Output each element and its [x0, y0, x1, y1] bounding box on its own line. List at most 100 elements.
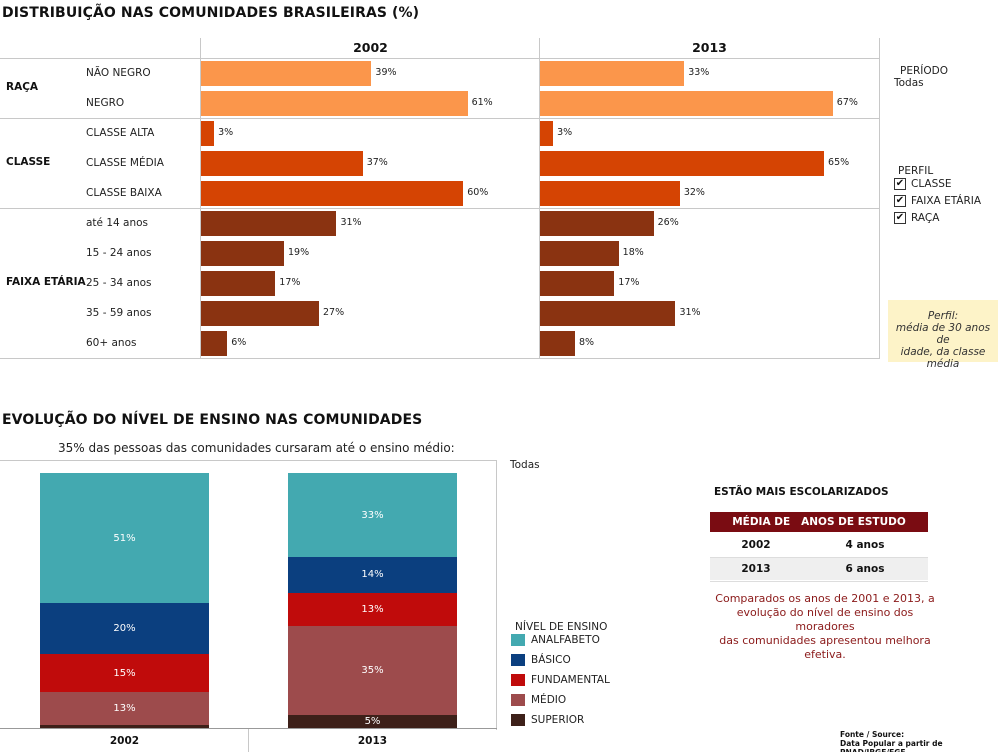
legend-item[interactable]: BÁSICO — [511, 654, 571, 666]
bar-value-label-2013: 32% — [683, 187, 705, 198]
segment-label: 33% — [361, 509, 384, 521]
grid-line — [200, 38, 201, 358]
bar-value-label-2013: 3% — [557, 127, 573, 138]
stack-segment[interactable]: 13% — [288, 592, 457, 626]
bar-2002[interactable] — [201, 211, 337, 236]
bar-2013[interactable] — [540, 301, 676, 326]
stack-segment[interactable]: 35% — [288, 626, 457, 716]
row-label: CLASSE ALTA — [86, 127, 155, 139]
bar-value-label-2002: 17% — [279, 277, 301, 288]
schooling-table-header: MÉDIA DE ANOS DE ESTUDO — [710, 512, 928, 532]
bar-2002[interactable] — [201, 181, 464, 206]
stack-segment[interactable]: 5% — [288, 715, 457, 728]
bar-2002[interactable] — [201, 241, 285, 266]
schooling-comment-line: efetiva. — [804, 648, 846, 661]
profile-note-line: idade, da classe — [900, 346, 986, 358]
chart-frame — [0, 460, 497, 461]
stack-segment[interactable] — [40, 725, 209, 728]
profile-checkbox-row[interactable]: ✔ FAIXA ETÁRIA — [894, 195, 981, 207]
period-filter-value[interactable]: Todas — [894, 77, 924, 89]
segment-label: 51% — [113, 532, 136, 544]
schooling-value: 6 anos — [845, 563, 885, 575]
legend-swatch — [511, 714, 525, 726]
legend-label: FUNDAMENTAL — [531, 674, 610, 686]
stack-segment[interactable]: 51% — [40, 473, 209, 604]
row-label: NEGRO — [86, 97, 125, 109]
education-filter-value[interactable]: Todas — [510, 459, 540, 471]
legend-item[interactable]: MÉDIO — [511, 694, 566, 706]
bar-value-label-2013: 33% — [688, 67, 710, 78]
bar-2013[interactable] — [540, 151, 825, 176]
profile-note: Perfil: média de 30 anos de idade, da cl… — [888, 300, 998, 370]
checkbox-label: CLASSE — [911, 178, 952, 190]
bar-value-label-2013: 17% — [618, 277, 640, 288]
schooling-year: 2002 — [741, 539, 771, 551]
grid-line — [879, 38, 880, 358]
bar-2002[interactable] — [201, 271, 276, 296]
period-filter-title: PERÍODO — [900, 65, 948, 77]
profile-checkbox-row[interactable]: ✔ CLASSE — [894, 178, 952, 190]
legend-swatch — [511, 674, 525, 686]
legend-swatch — [511, 694, 525, 706]
legend-item[interactable]: ANALFABETO — [511, 634, 600, 646]
schooling-row-divider — [710, 581, 928, 582]
legend-label: MÉDIO — [531, 694, 567, 706]
chart-frame — [248, 728, 249, 752]
bar-value-label-2013: 31% — [679, 307, 701, 318]
bar-value-label-2013: 8% — [578, 337, 595, 348]
row-label: 25 - 34 anos — [86, 277, 152, 289]
education-title: EVOLUÇÃO DO NÍVEL DE ENSINO NAS COMUNIDA… — [2, 412, 423, 428]
segment-label: 5% — [364, 716, 381, 728]
schooling-comment-line: moradores — [795, 620, 855, 633]
bar-2002[interactable] — [201, 91, 468, 116]
profile-checkbox-row[interactable]: ✔ RAÇA — [894, 212, 939, 224]
legend-label: BÁSICO — [531, 654, 571, 666]
schooling-comment-line: evolução do nível de ensino dos — [736, 606, 914, 619]
bar-2013[interactable] — [540, 331, 575, 356]
source-line: Fonte / Source: — [840, 730, 905, 739]
distribution-table: 2002 2013 RAÇA NÃO NEGRO 39% 33% NEGRO 61% 67% CL… — [0, 0, 1008, 370]
grid-line — [0, 58, 880, 59]
stack-segment[interactable]: 14% — [288, 557, 457, 593]
checkbox[interactable]: ✔ — [894, 195, 906, 207]
column-header-2002: 2002 — [353, 40, 388, 55]
bar-2013[interactable] — [540, 241, 619, 266]
row-label: 15 - 24 anos — [86, 247, 152, 259]
legend-item[interactable]: FUNDAMENTAL — [511, 674, 610, 686]
row-label: até 14 anos — [86, 217, 149, 229]
source-note: Fonte / Source: Data Popular a partir de… — [840, 730, 1008, 752]
bar-value-label-2013: 18% — [622, 247, 644, 258]
bar-2002[interactable] — [201, 121, 215, 146]
bar-2013[interactable] — [540, 91, 833, 116]
segment-label: 15% — [113, 667, 136, 679]
stack-segment[interactable]: 33% — [288, 473, 457, 558]
legend-item[interactable]: SUPERIOR — [511, 714, 584, 726]
distribution-title: DISTRIBUIÇÃO NAS COMUNIDADES BRASILEIRAS… — [2, 5, 420, 21]
bar-2002[interactable] — [201, 151, 363, 176]
schooling-comment-line: das comunidades apresentou melhora — [719, 634, 931, 647]
bar-value-label-2002: 27% — [322, 307, 345, 318]
segment-label: 13% — [113, 703, 136, 715]
bar-2002[interactable] — [201, 301, 319, 326]
schooling-row-divider — [710, 557, 928, 558]
bar-2013[interactable] — [540, 271, 615, 296]
stack-segment[interactable]: 13% — [40, 692, 209, 726]
legend-swatch — [511, 634, 525, 646]
checkbox[interactable]: ✔ — [894, 178, 906, 190]
source-line: Data Popular a partir de PNAD/IBGE/FGF — [840, 739, 943, 752]
bar-2013[interactable] — [540, 211, 654, 236]
bar-value-label-2002: 19% — [288, 247, 310, 258]
legend-label: ANALFABETO — [531, 634, 600, 646]
bar-2002[interactable] — [201, 61, 372, 86]
legend-swatch — [511, 654, 525, 666]
schooling-year: 2013 — [741, 563, 771, 575]
column-header-2013: 2013 — [692, 40, 727, 55]
stack-segment[interactable]: 15% — [40, 654, 209, 693]
bar-2013[interactable] — [540, 61, 685, 86]
bar-2013[interactable] — [540, 181, 680, 206]
checkbox[interactable]: ✔ — [894, 212, 906, 224]
group-label: RAÇA — [6, 81, 39, 93]
bar-2013[interactable] — [540, 121, 554, 146]
bar-2002[interactable] — [201, 331, 228, 356]
stack-segment[interactable]: 20% — [40, 603, 209, 655]
